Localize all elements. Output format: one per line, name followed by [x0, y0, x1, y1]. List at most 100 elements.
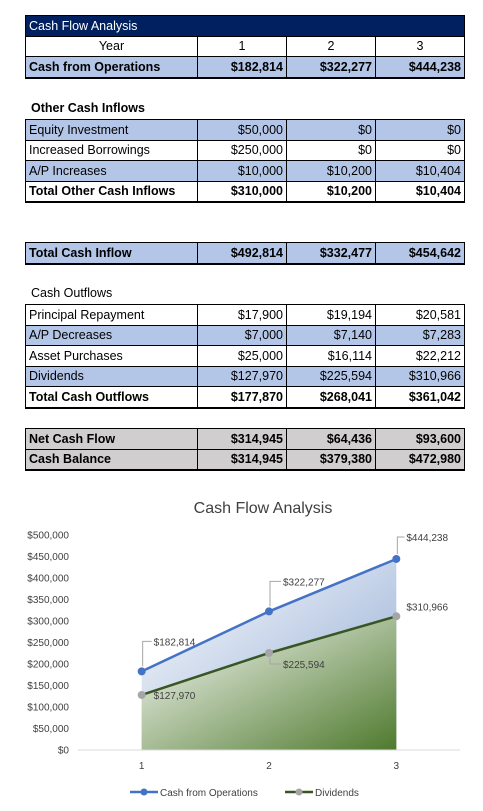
table-row: A/P Decreases $7,000 $7,140 $7,283 [25, 324, 465, 346]
x-tick-label: 1 [139, 761, 145, 772]
y-tick-label: $350,000 [27, 595, 69, 606]
value-cell: $182,814 [197, 56, 287, 79]
value-cell: $0 [375, 119, 465, 141]
data-point [137, 690, 146, 699]
data-label: $322,277 [283, 577, 325, 588]
data-point [392, 612, 401, 621]
x-axis: 1 2 3 [78, 749, 460, 772]
data-point [392, 554, 401, 563]
table-row: Principal Repayment $17,900 $19,194 $20,… [25, 304, 465, 326]
row-label: Increased Borrowings [25, 139, 198, 161]
y-tick-label: $0 [58, 746, 70, 757]
data-label: $310,966 [406, 602, 448, 613]
table-title: Cash Flow Analysis [25, 15, 465, 37]
cash-flow-chart: Cash Flow Analysis $0 $50,000 $100,000 $150… [27, 500, 460, 799]
legend-label: Dividends [315, 788, 359, 799]
table-row: Equity Investment $50,000 $0 $0 [25, 119, 465, 141]
value-cell: $379,380 [286, 448, 376, 471]
row-label: Total Other Cash Inflows [25, 180, 198, 203]
value-cell: $0 [286, 139, 376, 161]
chart-legend: Cash from Operations Dividends [130, 788, 359, 799]
outflows-heading: Cash Outflows [31, 286, 113, 300]
value-cell: $10,200 [286, 160, 376, 182]
y-tick-label: $150,000 [27, 681, 69, 692]
legend-label: Cash from Operations [160, 788, 258, 799]
ops-row: Cash from Operations $182,814 $322,277 $… [25, 56, 465, 79]
row-label: Total Cash Outflows [25, 386, 198, 409]
row-label: Cash from Operations [25, 56, 198, 79]
value-cell: $93,600 [375, 428, 465, 450]
value-cell: $22,212 [375, 345, 465, 367]
data-point [265, 607, 273, 616]
value-cell: $0 [375, 139, 465, 161]
y-tick-label: $100,000 [27, 703, 69, 714]
row-label: Principal Repayment [25, 304, 198, 326]
value-cell: $64,436 [286, 428, 376, 450]
legend-marker [140, 788, 148, 796]
series-area [141, 616, 397, 750]
total-row: Total Other Cash Inflows $310,000 $10,20… [25, 180, 465, 203]
value-cell: $314,945 [197, 448, 287, 471]
y-tick-label: $50,000 [33, 724, 70, 735]
value-cell: $0 [286, 119, 376, 141]
table-row: A/P Increases $10,000 $10,200 $10,404 [25, 160, 465, 182]
row-label: Asset Purchases [25, 345, 198, 367]
x-tick-label: 3 [394, 761, 400, 772]
chart-title: Cash Flow Analysis [194, 500, 333, 517]
year-row: Year 1 2 3 [25, 35, 465, 57]
y-tick-label: $250,000 [27, 638, 69, 649]
outflows-table: Principal Repayment $17,900 $19,194 $20,… [25, 304, 465, 409]
y-axis: $0 $50,000 $100,000 $150,000 $200,000 $250,00… [27, 531, 69, 757]
value-cell: $50,000 [197, 119, 287, 141]
leader-line [269, 580, 281, 607]
leader-line [142, 640, 152, 667]
value-cell: $444,238 [375, 56, 465, 79]
row-label: A/P Increases [25, 160, 198, 182]
header-table: Cash Flow Analysis Year 1 2 3 Cash from … [25, 15, 465, 79]
value-cell: $10,404 [375, 160, 465, 182]
value-cell: $20,581 [375, 304, 465, 326]
table-row: Dividends $127,970 $225,594 $310,966 [25, 365, 465, 387]
data-point [265, 648, 273, 657]
value-cell: $472,980 [375, 448, 465, 471]
x-tick-label: 2 [266, 761, 272, 772]
value-cell: $314,945 [197, 428, 287, 450]
value-cell: $310,966 [375, 365, 465, 387]
net-table: Net Cash Flow $314,945 $64,436 $93,600 C… [25, 428, 465, 471]
value-cell: $7,140 [286, 324, 376, 346]
y-tick-label: $300,000 [27, 617, 69, 628]
value-cell: $177,870 [197, 386, 287, 409]
title-row: Cash Flow Analysis [25, 15, 465, 37]
value-cell: $310,000 [197, 180, 287, 203]
data-point [137, 667, 146, 676]
row-label: Net Cash Flow [25, 428, 198, 450]
value-cell: $7,283 [375, 324, 465, 346]
value-cell: $17,900 [197, 304, 287, 326]
value-cell: $361,042 [375, 386, 465, 409]
value-cell: $225,594 [286, 365, 376, 387]
value-cell: $127,970 [197, 365, 287, 387]
table-row: Increased Borrowings $250,000 $0 $0 [25, 139, 465, 161]
row-label: Dividends [25, 365, 198, 387]
value-cell: $7,000 [197, 324, 287, 346]
year-label: Year [25, 35, 198, 57]
value-cell: $332,477 [286, 242, 376, 265]
row-label: Cash Balance [25, 448, 198, 471]
year-cell: 2 [286, 35, 376, 57]
total-inflow-table: Total Cash Inflow $492,814 $332,477 $454… [25, 242, 465, 265]
row-label: A/P Decreases [25, 324, 198, 346]
value-cell: $454,642 [375, 242, 465, 265]
chart-lines [137, 554, 401, 699]
value-cell: $25,000 [197, 345, 287, 367]
value-cell: $10,000 [197, 160, 287, 182]
data-label: $225,594 [283, 660, 325, 671]
value-cell: $322,277 [286, 56, 376, 79]
y-tick-label: $200,000 [27, 660, 69, 671]
leader-line [269, 657, 281, 665]
data-labels: $182,814 $322,277 $444,238 $127,970 $225,594… [142, 533, 448, 702]
y-tick-label: $500,000 [27, 531, 69, 542]
year-cell: 1 [197, 35, 287, 57]
data-label: $182,814 [154, 637, 196, 648]
data-label: $444,238 [406, 533, 448, 544]
inflows-table: Equity Investment $50,000 $0 $0 Increase… [25, 119, 465, 203]
